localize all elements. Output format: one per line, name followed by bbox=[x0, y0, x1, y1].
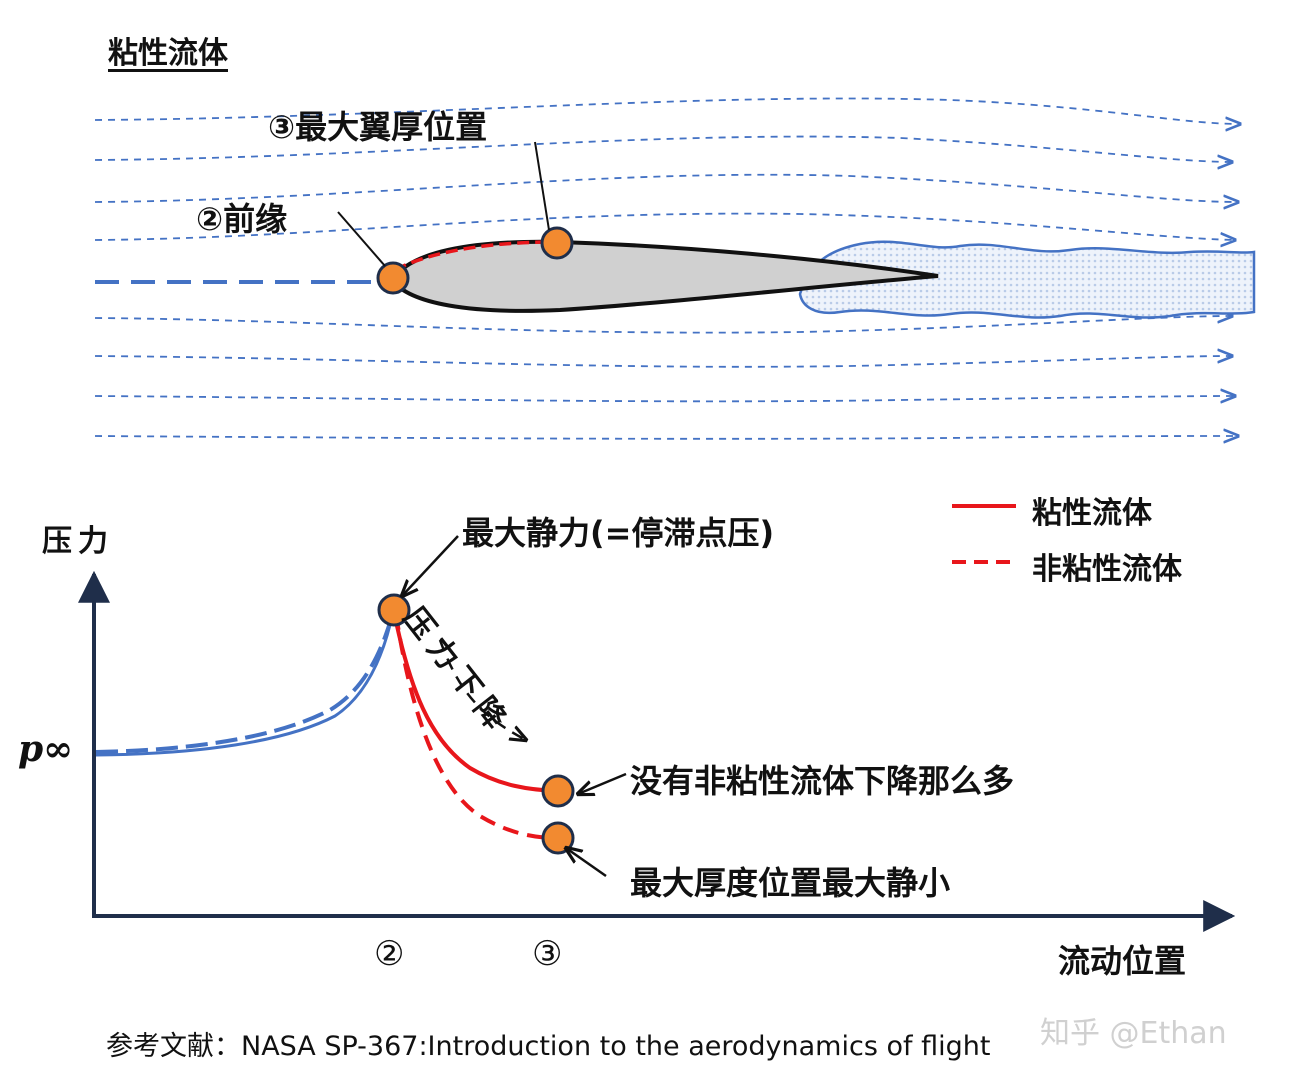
streamline bbox=[94, 316, 1232, 334]
arrow-min-note bbox=[566, 848, 607, 878]
label-leading-edge: ②前缘 bbox=[196, 200, 288, 238]
label-max-thickness: ③最大翼厚位置 bbox=[268, 108, 488, 146]
reference-text: 参考文献：NASA SP-367:Introduction to the aer… bbox=[106, 1031, 991, 1062]
streamlines-above bbox=[94, 97, 1240, 240]
pressure-curve-inviscid-drop bbox=[394, 613, 559, 840]
legend-label-inviscid: 非粘性流体 bbox=[1032, 552, 1182, 587]
top-title: 粘性流体 bbox=[108, 36, 228, 71]
label-stagnation: 最大静力(=停滞点压) bbox=[462, 514, 775, 552]
watermark: 知乎 @Ethan bbox=[1040, 1016, 1227, 1051]
leader-leading-edge bbox=[337, 211, 386, 267]
arrow-viscous-note bbox=[578, 772, 627, 794]
arrow-stagnation bbox=[402, 535, 459, 596]
streamline bbox=[94, 135, 1232, 162]
y-axis-label: 压力 bbox=[42, 524, 114, 559]
wake-region bbox=[798, 240, 1256, 319]
streamline bbox=[94, 173, 1238, 202]
streamline bbox=[94, 396, 1235, 401]
p-infinity-label: p∞ bbox=[18, 728, 74, 770]
streamline bbox=[94, 356, 1232, 368]
leading-edge-marker bbox=[376, 261, 410, 295]
x-axis-label: 流动位置 bbox=[1058, 942, 1187, 980]
x-tick-3: ③ bbox=[532, 934, 563, 974]
label-viscous-note: 没有非粘性流体下降那么多 bbox=[630, 762, 1015, 800]
stagnation-marker bbox=[377, 593, 411, 627]
x-tick-2: ② bbox=[374, 934, 405, 974]
streamlines-below bbox=[94, 316, 1238, 439]
max-thickness-marker bbox=[540, 226, 574, 260]
streamline bbox=[94, 97, 1240, 124]
legend-label-viscous: 粘性流体 bbox=[1032, 496, 1152, 531]
pressure-curve-viscous-rise bbox=[95, 611, 395, 757]
arrow-pressure-drop bbox=[438, 639, 526, 740]
viscous-min-marker bbox=[541, 774, 575, 808]
streamline bbox=[94, 436, 1238, 439]
pressure-curve-inviscid-rise bbox=[95, 611, 395, 754]
leader-max-thickness bbox=[534, 141, 550, 231]
label-min-note: 最大厚度位置最大静小 bbox=[630, 864, 951, 902]
